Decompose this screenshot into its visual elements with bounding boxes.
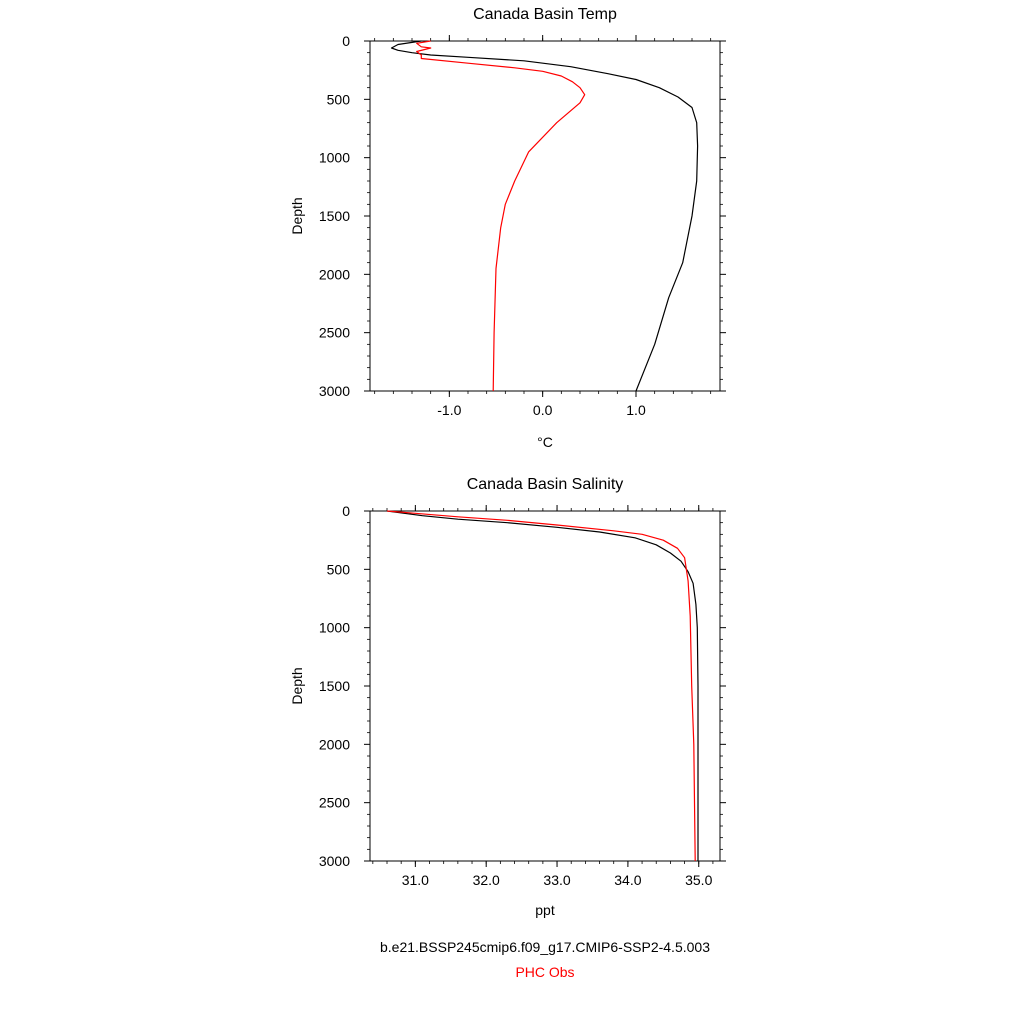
y-tick-label: 3000 (319, 853, 350, 869)
y-tick-label: 0 (342, 33, 350, 49)
y-tick-label: 1000 (319, 620, 350, 636)
sal-lines (386, 510, 699, 862)
y-tick-label: 0 (342, 503, 350, 519)
temp-y-axis-label: Depth (289, 197, 305, 234)
legend-model-label: b.e21.BSSP245cmip6.f09_g17.CMIP6-SSP2-4.… (380, 939, 710, 955)
x-tick-label: 32.0 (473, 872, 500, 888)
y-tick-label: 2500 (319, 325, 350, 341)
temp-chart-title: Canada Basin Temp (473, 6, 617, 23)
y-tick-label: 3000 (319, 383, 350, 399)
x-tick-label: -1.0 (437, 402, 461, 418)
temp-plot-frame (369, 40, 721, 392)
y-tick-label: 2500 (319, 795, 350, 811)
x-tick-label: 34.0 (614, 872, 641, 888)
y-tick-label: 500 (327, 91, 351, 107)
y-tick-label: 2000 (319, 736, 350, 752)
x-tick-label: 35.0 (685, 872, 712, 888)
sal-y-axis-label: Depth (289, 667, 305, 704)
y-tick-label: 1000 (319, 150, 350, 166)
y-tick-label: 1500 (319, 678, 350, 694)
y-tick-label: 2000 (319, 266, 350, 282)
temp-lines (390, 40, 699, 392)
sal-x-axis-label: ppt (535, 902, 555, 918)
temp-x-axis-label: °C (537, 434, 553, 450)
x-tick-label: 1.0 (626, 402, 646, 418)
model-series-line (390, 40, 699, 392)
legend-obs-label: PHC Obs (515, 964, 574, 980)
x-tick-label: 0.0 (533, 402, 553, 418)
obs-series-line (386, 510, 696, 862)
model-series-line (386, 510, 699, 861)
sal-ticks: 31.0 32.0 33.0 34.0 35.0 0 500 1000 1500 2000 2500… (319, 503, 726, 888)
x-tick-label: 31.0 (402, 872, 429, 888)
y-tick-label: 1500 (319, 208, 350, 224)
y-tick-label: 500 (327, 561, 351, 577)
x-tick-label: 33.0 (543, 872, 570, 888)
sal-plot-frame (369, 510, 721, 862)
temp-ticks: -1.0 0.0 1.0 0 500 1000 1500 2000 2500 3000 (319, 33, 726, 418)
sal-chart-title: Canada Basin Salinity (467, 476, 624, 493)
obs-series-line (416, 40, 586, 392)
salinity-panel: Canada Basin Salinity 31.0 32.0 33.0 34.0 35… (289, 476, 726, 918)
temperature-panel: Canada Basin Temp -1.0 0.0 1.0 0 500 1000 1500… (289, 6, 726, 450)
